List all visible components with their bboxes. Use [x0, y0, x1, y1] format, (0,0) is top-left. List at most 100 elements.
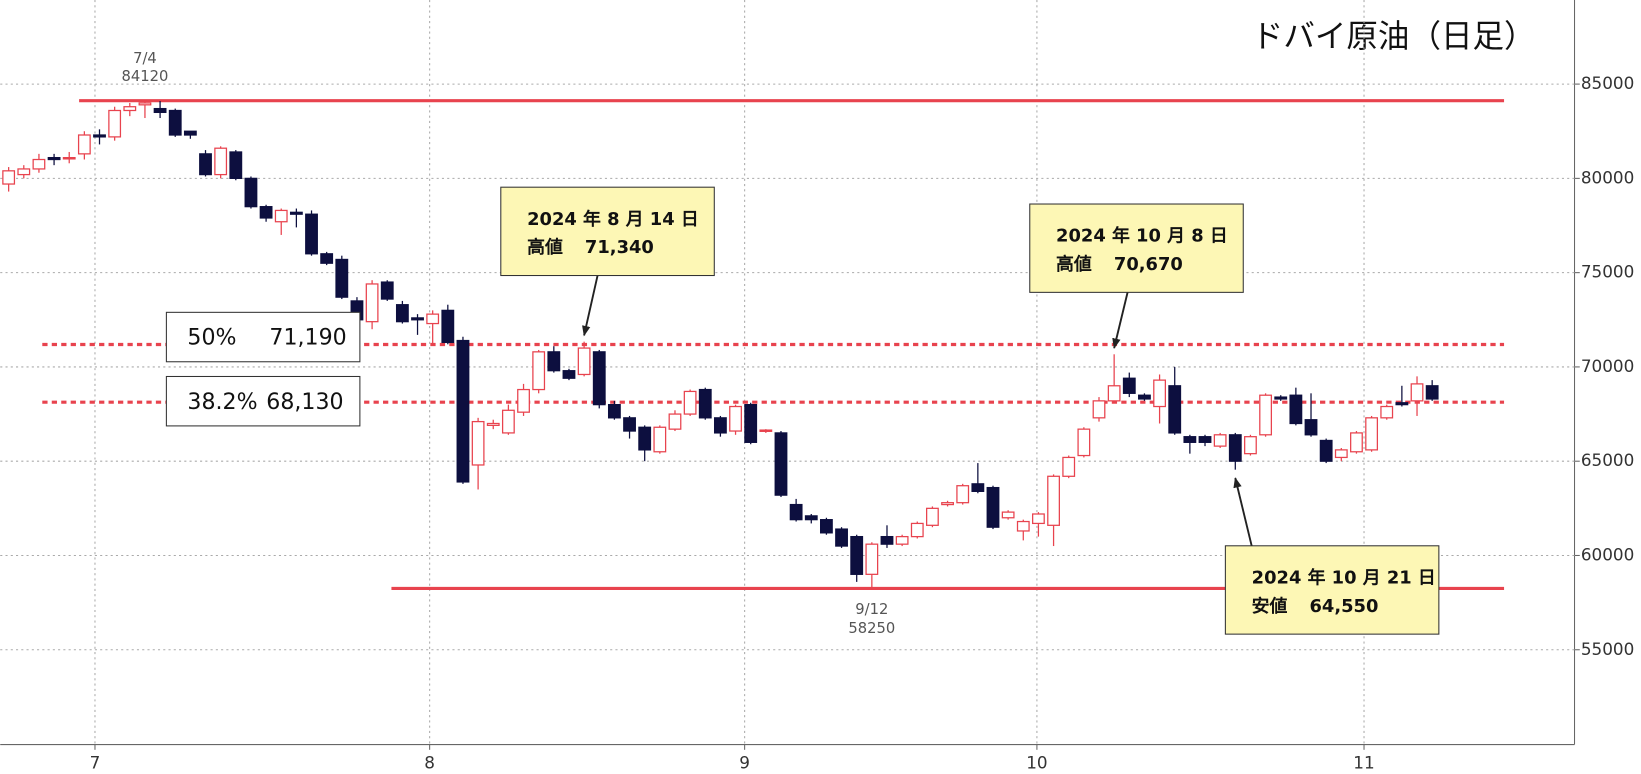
- candle-body: [1183, 436, 1197, 443]
- candle-body: [1213, 434, 1227, 447]
- candle-body: [774, 432, 788, 496]
- candle-body: [1410, 383, 1424, 402]
- callout-value: 71,340: [585, 237, 654, 258]
- extreme-date: 7/4: [133, 50, 157, 67]
- chart-title: ドバイ原油（日足）: [1252, 19, 1536, 55]
- candle-body: [1259, 394, 1273, 436]
- candle-body: [244, 177, 258, 208]
- callout-date: 2024 年 10 月 8 日: [1056, 225, 1228, 247]
- candle-body: [926, 507, 939, 526]
- candle-body: [1062, 456, 1076, 477]
- y-tick-label: 65000: [1581, 450, 1634, 470]
- candle-body: [1122, 377, 1136, 394]
- candle-body: [789, 503, 803, 521]
- candle-body: [93, 134, 106, 138]
- extreme-value: 84120: [122, 68, 169, 85]
- candle-body: [638, 426, 652, 451]
- candle-body: [517, 388, 530, 413]
- extreme-date: 9/12: [855, 601, 888, 618]
- callout-date: 2024 年 10 月 21 日: [1252, 566, 1436, 588]
- callout-value: 70,670: [1114, 254, 1183, 275]
- candle-body: [895, 535, 909, 545]
- candle-body: [77, 134, 91, 155]
- candle-body: [819, 519, 833, 534]
- fib-ratio: 38.2%: [187, 390, 257, 415]
- fib-box: [165, 375, 361, 427]
- candle-body: [1365, 417, 1379, 451]
- candle-body: [47, 156, 61, 161]
- fib-box: [165, 311, 361, 363]
- candle-body: [183, 130, 197, 136]
- candle-body: [1334, 449, 1348, 459]
- candle-body: [411, 317, 424, 321]
- candle-body: [1092, 400, 1106, 419]
- candle-body: [941, 502, 954, 506]
- callout-box: [1029, 203, 1244, 293]
- candle-body: [274, 209, 288, 223]
- candle-body: [1138, 394, 1151, 400]
- candle-body: [880, 535, 894, 545]
- candle-body: [592, 351, 606, 406]
- candle-body: [532, 351, 546, 391]
- callout-kind: 高値: [1056, 253, 1092, 275]
- candle-body: [395, 304, 409, 323]
- candle-body: [1032, 513, 1045, 525]
- candle-body: [683, 390, 697, 415]
- candle-body: [138, 102, 152, 106]
- candle-body: [320, 253, 334, 264]
- candle-body: [547, 351, 561, 372]
- candle-body: [759, 429, 773, 432]
- candle-body: [2, 170, 16, 185]
- candle-body: [441, 309, 455, 344]
- candle-body: [607, 404, 621, 419]
- candle-body: [305, 213, 318, 255]
- fib-value: 71,190: [269, 326, 346, 351]
- candle-body: [214, 147, 228, 176]
- candle-body: [199, 153, 212, 176]
- candle-body: [729, 405, 742, 432]
- candle-body: [623, 417, 636, 432]
- candle-body: [335, 258, 349, 298]
- candle-body: [577, 347, 591, 376]
- candle-body: [1395, 402, 1409, 406]
- candle-body: [168, 109, 182, 136]
- fib-ratio: 50%: [187, 326, 236, 351]
- candle-body: [365, 283, 379, 323]
- candle-body: [1077, 428, 1091, 457]
- candle-body: [1425, 385, 1439, 400]
- y-tick-label: 85000: [1581, 73, 1634, 93]
- candle-body: [501, 409, 515, 434]
- candle-body: [653, 426, 667, 453]
- candle-body: [971, 483, 985, 492]
- candle-body: [1107, 385, 1121, 402]
- candle-body: [1274, 396, 1288, 400]
- y-tick-label: 70000: [1581, 356, 1634, 376]
- candle-body: [698, 388, 712, 419]
- callout-kind: 高値: [527, 236, 563, 258]
- callout-arrow: [1112, 292, 1129, 350]
- candle-body: [910, 522, 924, 538]
- y-tick-label: 75000: [1581, 262, 1634, 282]
- candle-body: [835, 528, 848, 547]
- candle-body: [1198, 436, 1212, 443]
- candle-body: [229, 151, 243, 180]
- candle-body: [1244, 436, 1257, 455]
- candle-body: [426, 313, 440, 325]
- callout-arrow: [1233, 477, 1253, 547]
- candle-body: [123, 106, 137, 112]
- candle-body: [668, 413, 682, 430]
- candle-body: [471, 420, 485, 466]
- candle-body: [486, 422, 500, 427]
- candle-body: [1047, 475, 1060, 526]
- candle-body: [1001, 511, 1015, 519]
- candle-body: [289, 211, 303, 215]
- candle-body: [1289, 394, 1303, 425]
- candle-body: [1380, 405, 1394, 419]
- candles: [2, 100, 1439, 589]
- candle-body: [956, 485, 970, 504]
- candle-body: [153, 107, 167, 114]
- fib-value: 68,130: [266, 390, 343, 415]
- candle-body: [1350, 432, 1363, 453]
- candle-body: [1168, 385, 1182, 434]
